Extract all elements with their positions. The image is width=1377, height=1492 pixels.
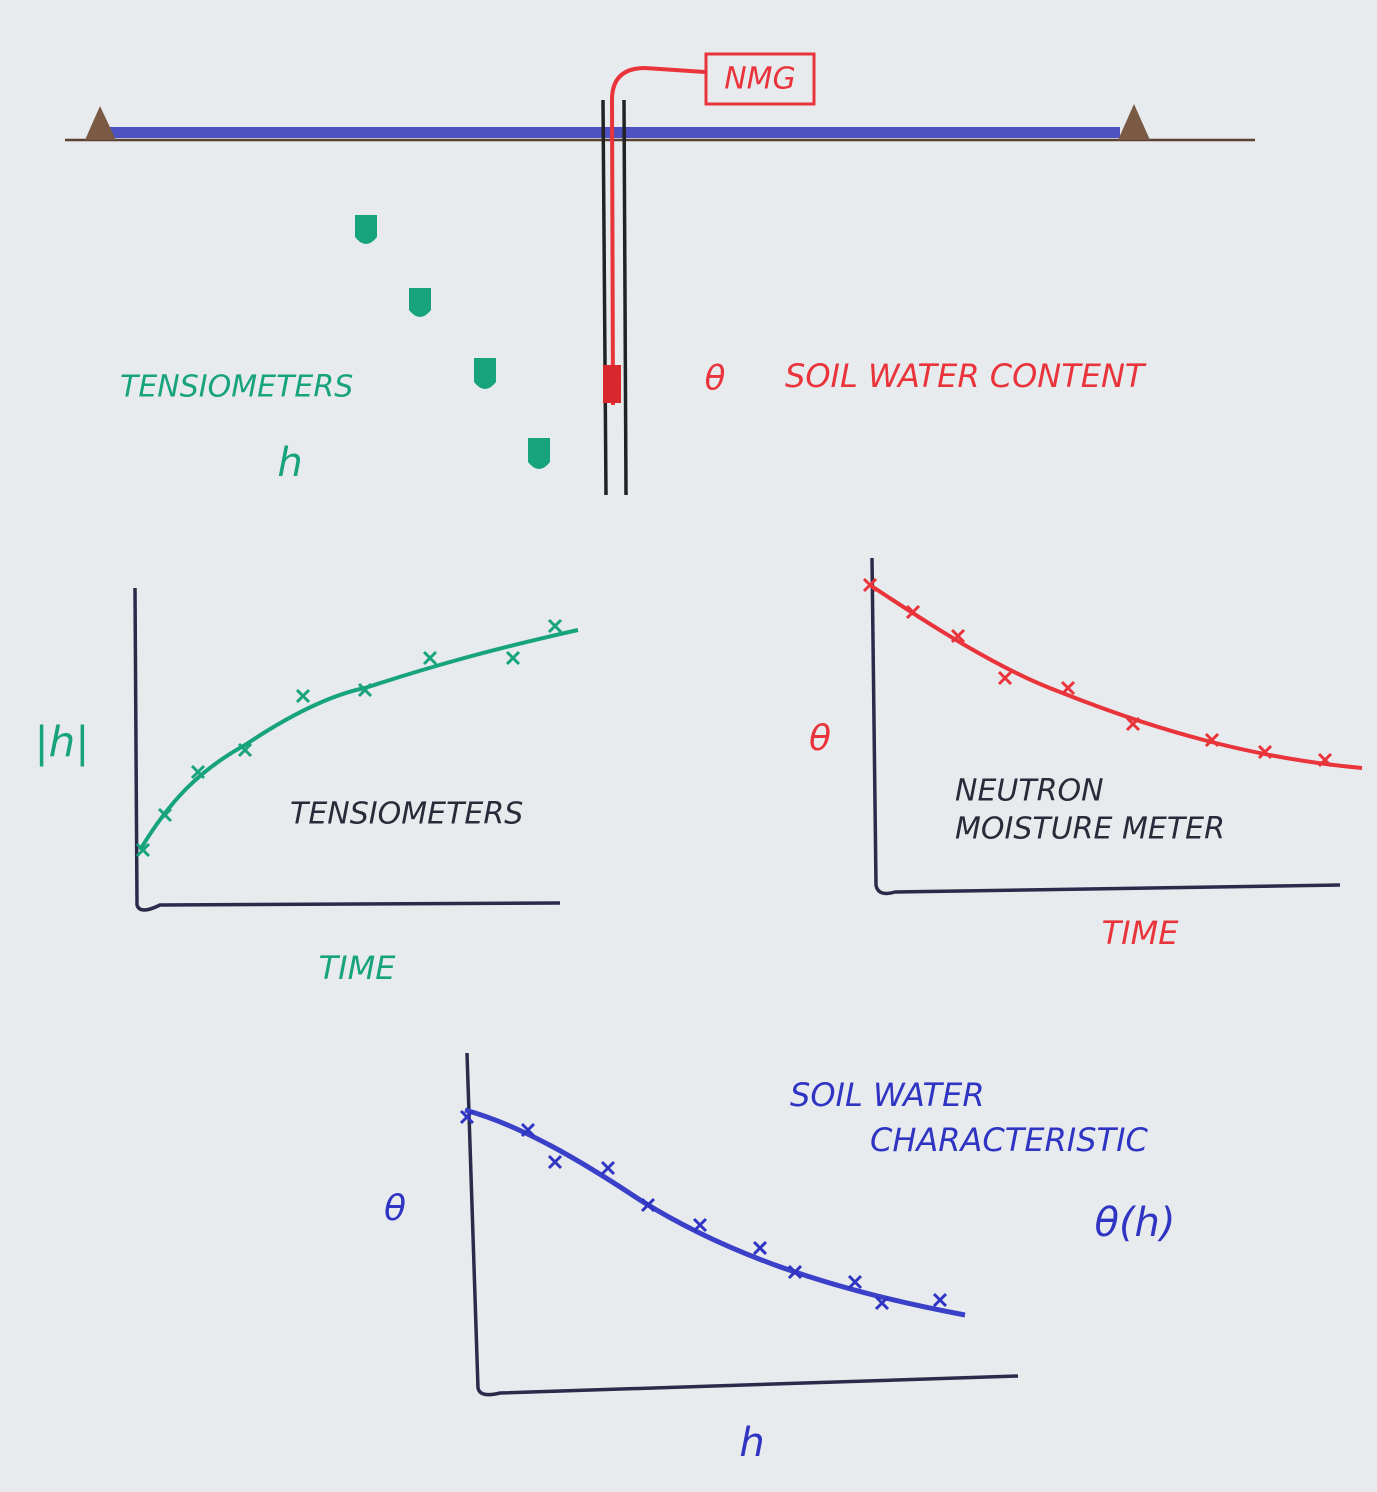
y-axis-label: |h| (35, 718, 90, 767)
nmg-label: NMG (724, 62, 796, 97)
plot-annotation: NEUTRON (955, 774, 1104, 809)
y-axis-label: θ (384, 1188, 406, 1229)
paper (0, 0, 1377, 1492)
theta-symbol: θ (705, 359, 726, 399)
soil-water-content-label: SOIL WATER CONTENT (785, 357, 1147, 395)
x-axis-label: TIME (319, 949, 397, 987)
h-symbol: h (277, 440, 302, 486)
sketch: NMG TENSIOMETERS h θ SOIL WATER CONTENT … (0, 0, 1377, 1492)
x-axis-label: h (739, 1420, 764, 1466)
plot-annotation: CHARACTERISTIC (870, 1121, 1149, 1159)
plot-annotation: SOIL WATER (790, 1076, 985, 1114)
y-axis-label: θ (809, 718, 831, 759)
tensiometers-label: TENSIOMETERS (120, 370, 353, 405)
plot-annotation: TENSIOMETERS (290, 797, 523, 832)
function-label: θ(h) (1094, 1200, 1175, 1246)
x-axis-label: TIME (1102, 914, 1180, 952)
plot-annotation: MOISTURE METER (955, 812, 1225, 847)
